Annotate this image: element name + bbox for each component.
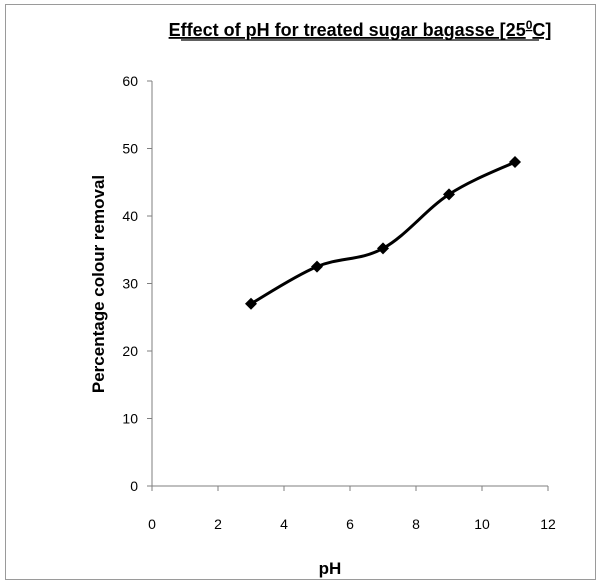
chart-title-suffix: C] bbox=[532, 20, 551, 40]
y-tick-label: 60 bbox=[122, 73, 138, 89]
x-tick-label: 4 bbox=[280, 516, 288, 532]
axes: 0 10 20 30 40 50 60 0 2 4 6 8 10 12 bbox=[122, 73, 556, 532]
chart-title-superscript: 0 bbox=[526, 18, 533, 32]
chart-title-main: Effect of pH for treated sugar bagasse [… bbox=[169, 20, 526, 40]
series-group bbox=[245, 156, 521, 310]
y-tick-label: 0 bbox=[130, 478, 138, 494]
series-line bbox=[249, 160, 517, 306]
x-tick-label: 8 bbox=[412, 516, 420, 532]
data-point-marker bbox=[509, 156, 521, 168]
y-axis-label: Percentage colour removal bbox=[89, 175, 108, 393]
x-tick-label: 10 bbox=[474, 516, 490, 532]
y-tick-label: 40 bbox=[122, 208, 138, 224]
chart-frame bbox=[5, 4, 596, 580]
x-tick-label: 12 bbox=[540, 516, 556, 532]
x-tick-label: 0 bbox=[148, 516, 156, 532]
data-point-marker bbox=[443, 188, 455, 201]
y-tick-label: 10 bbox=[122, 411, 138, 427]
x-tick-label: 2 bbox=[214, 516, 222, 532]
y-tick-label: 30 bbox=[122, 276, 138, 292]
chart-title: Effect of pH for treated sugar bagasse [… bbox=[169, 18, 552, 40]
data-point-marker bbox=[245, 297, 257, 310]
x-axis-label: pH bbox=[319, 559, 342, 578]
data-point-marker bbox=[377, 242, 389, 255]
y-tick-label: 50 bbox=[122, 141, 138, 157]
y-tick-label: 20 bbox=[122, 343, 138, 359]
x-tick-label: 6 bbox=[346, 516, 354, 532]
data-point-marker bbox=[311, 260, 323, 273]
